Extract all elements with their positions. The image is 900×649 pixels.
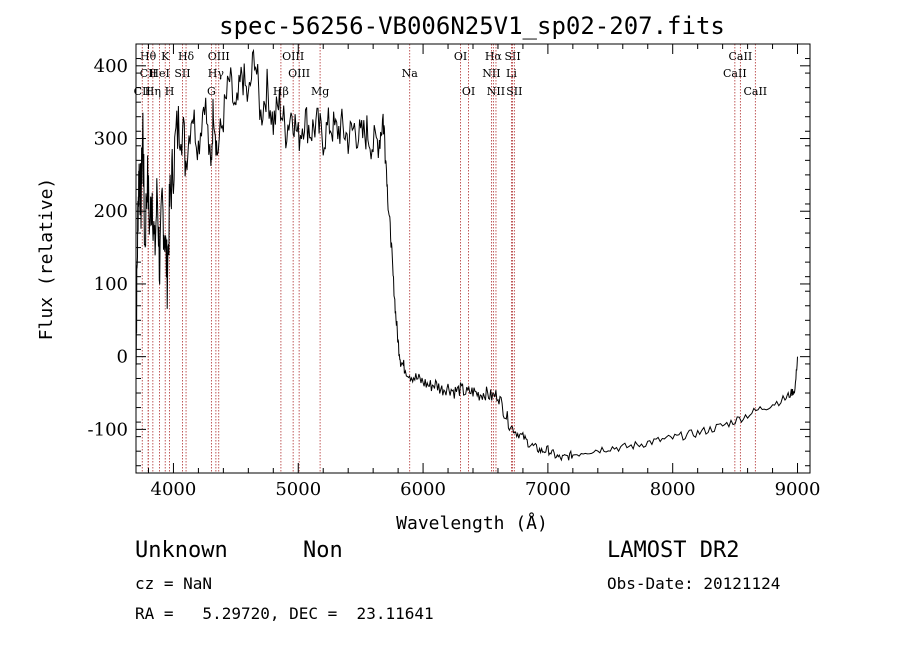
spectral-line-label-15: Mg [311,85,329,98]
coordinates-text: RA = 5.29720, DEC = 23.11641 [135,604,434,623]
y-axis-label: Flux (relative) [36,178,57,341]
object-subclass: Non [303,538,343,563]
axis-ticks: 4000 5000 6000 7000 8000 9000 -100 0 100 200 300 40… [88,44,821,500]
spectral-line-label-23: Li [506,67,517,80]
spectral-line-label-7: SII [174,67,190,80]
spectral-line-label-6: Hδ [178,50,195,63]
spectral-line-label-18: OI [462,85,475,98]
y-tick-label-300: 300 [94,129,128,150]
redshift-text: cz = NaN [135,574,213,593]
spectral-line-label-5: Hη [145,85,161,98]
spectral-line-label-21: NII [487,85,505,98]
y-tick-label-400: 400 [94,56,128,77]
spectral-line-label-22: SII [504,50,520,63]
spectrum-line [135,48,798,462]
x-tick-label-9000: 9000 [775,479,821,500]
chart-title: spec-56256-VB006N25V1_sp02-207.fits [219,12,725,40]
spectral-line-label-12: OIII [282,50,304,63]
spectral-line-label-2: CII [134,85,151,98]
spectral-line-label-25: CaII [729,50,753,63]
x-tick-label-8000: 8000 [650,479,696,500]
spectral-line-label-13: OIII [288,67,310,80]
spectral-line-label-1: CII [140,67,157,80]
x-tick-label-4000: 4000 [151,479,197,500]
spectral-line-label-9: OIII [208,50,230,63]
y-tick-label-200: 200 [94,201,128,222]
x-tick-label-7000: 7000 [525,479,571,500]
spectral-line-label-27: CaII [743,85,767,98]
spectral-line-label-11: G [207,85,216,98]
x-tick-label-6000: 6000 [400,479,446,500]
plot-frame [135,43,811,474]
spectral-line-label-24: SII [506,85,522,98]
spectral-line-label-3: K [161,50,170,63]
spectral-line-label-20: NII [482,67,500,80]
observation-date: Obs-Date: 20121124 [607,574,781,593]
spectral-line-label-8: H [165,85,175,98]
survey-name: LAMOST DR2 [607,538,740,563]
y-tick-label-0: 0 [117,347,128,368]
spectral-line-label-26: CaII [723,67,747,80]
x-axis-label: Wavelength (Å) [396,512,548,534]
object-class: Unknown [135,538,228,563]
spectral-line-label-14: Hβ [273,85,289,98]
spectral-line-label-19: Hα [485,50,503,63]
y-tick-label--100: -100 [88,419,128,440]
spectral-line-label-10: Hγ [208,67,225,80]
spectral-line-label-16: Na [402,67,419,80]
spectral-line-label-4: HeI [149,67,169,80]
spectral-line-label-17: OI [454,50,467,63]
x-tick-label-5000: 5000 [275,479,321,500]
y-tick-label-100: 100 [94,274,128,295]
